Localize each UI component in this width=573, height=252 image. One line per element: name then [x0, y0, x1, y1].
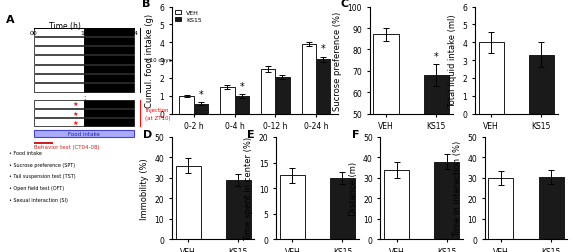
- Bar: [34, 142, 53, 144]
- Text: 24: 24: [130, 31, 138, 36]
- Bar: [34, 84, 84, 92]
- Bar: [226, 180, 250, 239]
- Bar: [478, 43, 504, 114]
- Y-axis label: Distance (m): Distance (m): [348, 162, 358, 215]
- Text: Food intake: Food intake: [68, 132, 100, 137]
- Text: ★: ★: [73, 120, 79, 125]
- Bar: [84, 28, 134, 37]
- Bar: [34, 56, 84, 64]
- Bar: [374, 35, 398, 221]
- Text: ★: ★: [73, 111, 79, 116]
- Text: A: A: [6, 15, 14, 24]
- Bar: [280, 176, 305, 239]
- Bar: [434, 162, 459, 239]
- Text: 00: 00: [30, 31, 38, 36]
- Bar: [84, 75, 134, 83]
- Bar: [84, 119, 134, 127]
- Bar: [34, 119, 84, 127]
- Text: E: E: [248, 129, 255, 139]
- Bar: [34, 110, 84, 118]
- Y-axis label: Time in interaction (%): Time in interaction (%): [453, 140, 462, 236]
- Y-axis label: Cumul. food intake (g): Cumul. food intake (g): [145, 14, 154, 108]
- Text: F: F: [352, 129, 359, 139]
- Text: *: *: [321, 44, 325, 54]
- Bar: [384, 170, 409, 239]
- Bar: [34, 47, 84, 55]
- Bar: [423, 76, 449, 221]
- Bar: [84, 66, 134, 74]
- Y-axis label: Sucrose preference (%): Sucrose preference (%): [333, 11, 342, 110]
- Text: • Food intake: • Food intake: [9, 151, 42, 155]
- Y-axis label: Total liquid intake (ml): Total liquid intake (ml): [448, 14, 457, 108]
- Bar: [34, 28, 84, 37]
- Bar: [302, 45, 316, 114]
- Bar: [489, 178, 513, 239]
- Bar: [330, 178, 355, 239]
- Text: *: *: [434, 52, 439, 62]
- Bar: [194, 104, 208, 114]
- Bar: [529, 55, 554, 114]
- Bar: [84, 110, 134, 118]
- Bar: [34, 131, 134, 138]
- Text: Behavior test (CT04-08): Behavior test (CT04-08): [34, 145, 100, 150]
- Bar: [84, 38, 134, 46]
- Text: • Sexual interaction (SI): • Sexual interaction (SI): [9, 197, 68, 202]
- Text: :
:: : :: [83, 94, 85, 107]
- Text: 12: 12: [80, 31, 88, 36]
- Text: • Sucrose preference (SPT): • Sucrose preference (SPT): [9, 162, 75, 167]
- Text: • Tail suspension test (TST): • Tail suspension test (TST): [9, 174, 76, 179]
- Y-axis label: Immobility (%): Immobility (%): [140, 158, 149, 219]
- Bar: [84, 84, 134, 92]
- Bar: [84, 47, 134, 55]
- Bar: [276, 78, 289, 114]
- Bar: [261, 70, 276, 114]
- Text: *: *: [198, 90, 203, 100]
- Text: *: *: [240, 81, 244, 91]
- Text: ★: ★: [73, 102, 79, 107]
- Bar: [34, 66, 84, 74]
- Bar: [176, 166, 201, 239]
- Bar: [179, 97, 194, 114]
- Text: Time (h): Time (h): [49, 21, 81, 30]
- Bar: [84, 56, 134, 64]
- Bar: [234, 97, 249, 114]
- Text: • Open field test (OFT): • Open field test (OFT): [9, 185, 64, 190]
- Bar: [539, 177, 563, 239]
- Bar: [34, 100, 84, 108]
- Text: Injection: Injection: [145, 108, 168, 113]
- Y-axis label: Time spent in center (%): Time spent in center (%): [244, 137, 253, 240]
- Legend: VEH, KS15: VEH, KS15: [175, 11, 202, 23]
- Bar: [316, 60, 331, 114]
- Text: D: D: [143, 129, 152, 139]
- Bar: [34, 38, 84, 46]
- Text: C: C: [340, 0, 348, 9]
- Bar: [220, 87, 234, 114]
- Text: (at ZT10): (at ZT10): [145, 116, 171, 121]
- Bar: [84, 100, 134, 108]
- Text: >10 days: >10 days: [145, 58, 171, 63]
- Text: B: B: [142, 0, 150, 9]
- Bar: [34, 75, 84, 83]
